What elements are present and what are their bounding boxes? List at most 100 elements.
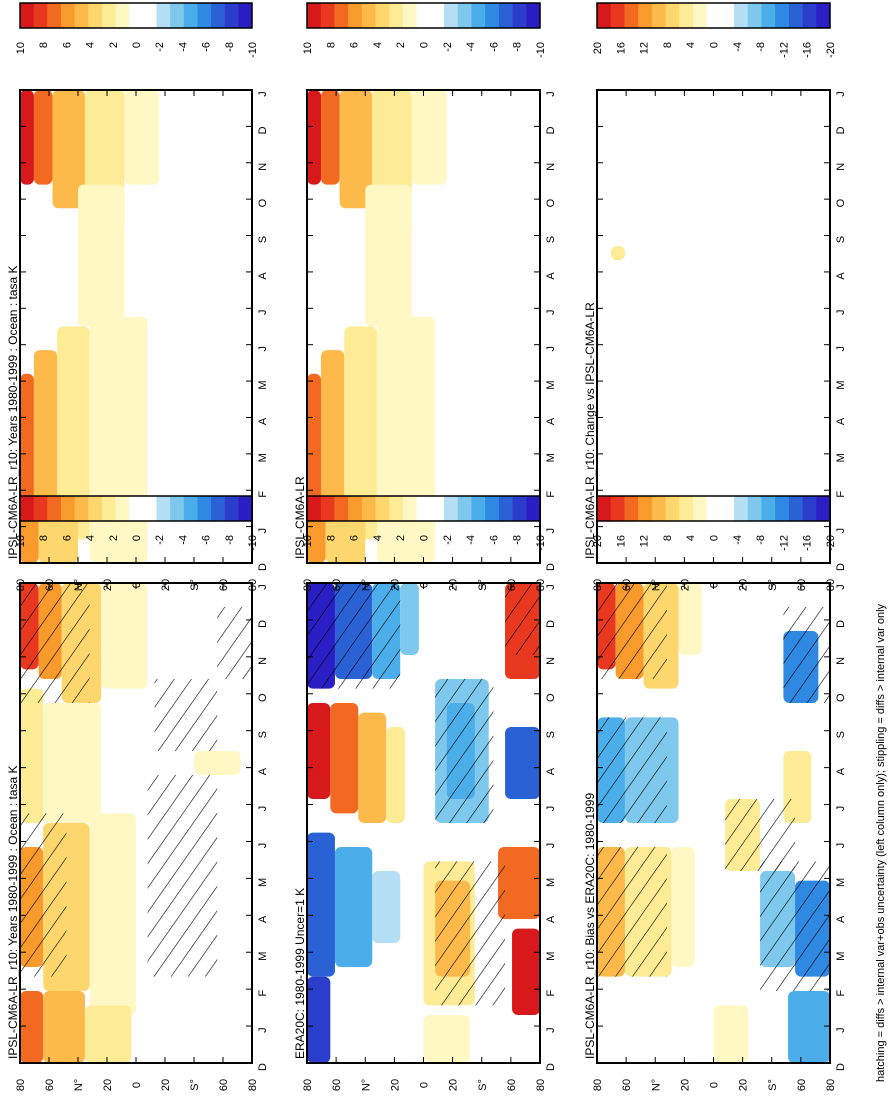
month-label: N bbox=[257, 163, 269, 171]
month-label: N bbox=[545, 163, 557, 171]
colorbar-swatch bbox=[471, 496, 486, 521]
lat-label: S° bbox=[767, 1079, 779, 1091]
colorbar-swatch bbox=[526, 496, 541, 521]
colorbar-tick-label: 6 bbox=[61, 42, 73, 48]
contour-region bbox=[376, 317, 436, 563]
colorbar-tick-label: -2 bbox=[442, 535, 454, 545]
month-label: A bbox=[835, 272, 847, 280]
colorbar-mid-left: 10 8 6 4 2 0 -2 -4 -6 -8 -10 bbox=[302, 495, 547, 551]
colorbar-tick-label: 2 bbox=[395, 535, 407, 541]
colorbar-tick-label: -8 bbox=[755, 535, 767, 545]
lat-label: 60 bbox=[331, 1079, 343, 1091]
colorbar-tick-label: -2 bbox=[154, 535, 166, 545]
month-label: A bbox=[545, 272, 557, 280]
contour-region bbox=[20, 991, 44, 1063]
month-label: D bbox=[545, 1063, 557, 1071]
month-label: J bbox=[545, 528, 557, 534]
figure-footnote: hatching = diffs > internal var+obs unce… bbox=[875, 603, 887, 1082]
colorbar-swatch bbox=[444, 3, 459, 28]
colorbar-swatch bbox=[375, 496, 390, 521]
lat-label: 60 bbox=[506, 1079, 518, 1091]
panel-title: IPSL-CM6A-LR_r10: Years 1980-1999 : Ocea… bbox=[6, 265, 20, 559]
month-label: D bbox=[257, 126, 269, 134]
month-label: J bbox=[835, 346, 847, 352]
colorbar-swatch bbox=[334, 496, 349, 521]
colorbar-swatch bbox=[526, 3, 541, 28]
colorbar-swatch bbox=[389, 3, 404, 28]
month-label: D bbox=[545, 563, 557, 571]
month-label: M bbox=[257, 453, 269, 462]
lat-label: 60 bbox=[796, 1079, 808, 1091]
colorbar-tick-label: -4 bbox=[732, 535, 744, 545]
lat-label: 20 bbox=[389, 1079, 401, 1091]
colorbar-tick-label: 0 bbox=[419, 42, 431, 48]
colorbar-swatch bbox=[74, 3, 89, 28]
colorbar-swatch bbox=[665, 3, 680, 28]
panel-title: IPSL-CM6A-LR bbox=[293, 476, 307, 559]
colorbar-tick-label: 0 bbox=[419, 535, 431, 541]
colorbar-tick-label: -2 bbox=[442, 42, 454, 52]
lat-label: 20 bbox=[738, 1079, 750, 1091]
hatching-region bbox=[597, 847, 667, 977]
lat-label: 60 bbox=[218, 1079, 230, 1091]
colorbar-swatch bbox=[610, 3, 625, 28]
month-label: O bbox=[835, 198, 847, 207]
contour-region bbox=[386, 727, 405, 823]
colorbar-swatch bbox=[597, 3, 612, 28]
hatching-region bbox=[597, 717, 667, 823]
month-label: J bbox=[835, 584, 847, 590]
month-label: N bbox=[835, 657, 847, 665]
colorbar-tick-label: 10 bbox=[302, 42, 314, 54]
colorbar-swatch bbox=[610, 496, 625, 521]
month-label: S bbox=[835, 236, 847, 243]
colorbar-swatch bbox=[624, 496, 639, 521]
colorbar-swatch bbox=[156, 3, 171, 28]
colorbar-tick-label: 16 bbox=[615, 42, 627, 54]
month-label: J bbox=[835, 528, 847, 534]
colorbar-tick-label: -10 bbox=[247, 535, 259, 551]
lat-label: 20 bbox=[389, 579, 401, 591]
month-label: O bbox=[835, 693, 847, 702]
month-label: J bbox=[257, 1027, 269, 1033]
lat-label: S° bbox=[189, 1079, 201, 1091]
colorbar-swatch bbox=[679, 3, 694, 28]
contour-region bbox=[358, 712, 387, 823]
contour-region bbox=[400, 583, 419, 655]
colorbar-tick-label: -4 bbox=[177, 535, 189, 545]
colorbar-tick-label: 4 bbox=[685, 42, 697, 48]
colorbar-swatch bbox=[638, 496, 653, 521]
contour-region bbox=[307, 373, 321, 516]
colorbar-swatch bbox=[457, 496, 472, 521]
month-label: F bbox=[835, 990, 847, 997]
colorbar-swatch bbox=[734, 496, 749, 521]
lat-label: 20 bbox=[679, 1079, 691, 1091]
month-label: J bbox=[545, 91, 557, 97]
colorbar-swatch bbox=[692, 3, 708, 28]
lat-label: 80 bbox=[302, 1079, 314, 1091]
colorbar-tick-label: 8 bbox=[38, 535, 50, 541]
contour-region bbox=[671, 847, 695, 967]
month-label: J bbox=[545, 584, 557, 590]
colorbar-swatch bbox=[444, 496, 459, 521]
contour-region bbox=[372, 871, 401, 943]
month-label: A bbox=[257, 767, 269, 775]
month-label: M bbox=[257, 952, 269, 961]
lat-label: S° bbox=[767, 579, 779, 591]
colorbar-tick-label: 6 bbox=[61, 535, 73, 541]
month-label: D bbox=[257, 620, 269, 628]
contour-region bbox=[307, 703, 331, 799]
colorbar-tick-label: -8 bbox=[224, 42, 236, 52]
plot-frame bbox=[596, 89, 831, 564]
contour-region bbox=[124, 90, 160, 185]
contour-region bbox=[512, 928, 540, 1015]
lat-label: 20 bbox=[448, 1079, 460, 1091]
colorbar-swatch bbox=[816, 3, 831, 28]
lat-label: 80 bbox=[15, 579, 27, 591]
lat-label: 80 bbox=[15, 1079, 27, 1091]
contour-region bbox=[52, 90, 85, 209]
colorbar-tick-label: -10 bbox=[535, 535, 547, 551]
colorbar-swatch bbox=[775, 3, 790, 28]
